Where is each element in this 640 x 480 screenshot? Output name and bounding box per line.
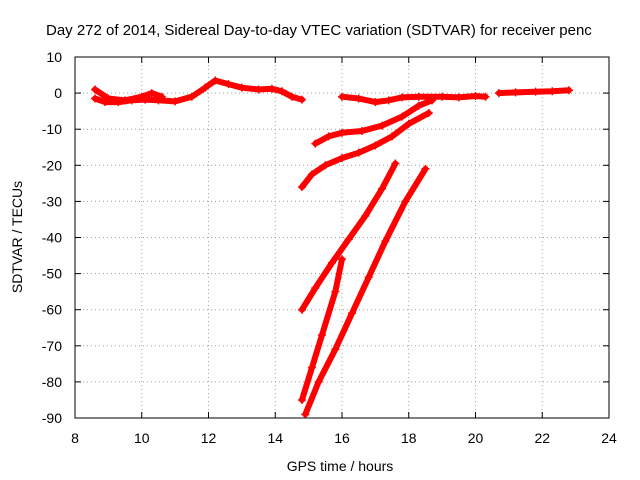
data-point [301, 410, 310, 419]
data-point [297, 395, 306, 404]
data-point [338, 255, 346, 264]
y-tick-label: -20 [42, 157, 62, 173]
data-point [201, 83, 210, 92]
x-tick-label: 20 [468, 430, 484, 446]
data-point [414, 92, 423, 101]
data-point [157, 92, 166, 101]
data-point [321, 161, 330, 170]
data-point [311, 284, 320, 293]
y-tick-label: -40 [42, 230, 62, 246]
chart-title: Day 272 of 2014, Sidereal Day-to-day VTE… [46, 22, 592, 39]
y-tick-label: -90 [42, 410, 62, 426]
data-point [307, 363, 316, 372]
x-tick-label: 8 [71, 430, 79, 446]
y-tick-label: 0 [54, 85, 62, 101]
data-point [354, 148, 363, 157]
data-point [401, 197, 410, 206]
series-line-sat-c [339, 93, 489, 106]
data-point [297, 305, 306, 314]
x-tick-label: 12 [201, 430, 217, 446]
y-tick-label: -80 [42, 374, 62, 390]
data-point [287, 92, 296, 101]
data-point [338, 128, 346, 137]
data-point [187, 92, 196, 101]
data-point [421, 164, 430, 173]
data-point [454, 93, 463, 102]
data-point [378, 121, 387, 130]
data-point [91, 94, 100, 103]
data-point [548, 87, 557, 96]
data-point [428, 96, 437, 105]
data-point [481, 92, 490, 101]
x-tick-label: 16 [334, 430, 350, 446]
data-point [331, 287, 340, 296]
data-point [391, 159, 400, 168]
x-tick-label: 22 [534, 430, 550, 446]
y-tick-label: 10 [46, 49, 62, 65]
data-point [317, 330, 326, 339]
series-group [91, 76, 573, 419]
x-tick-label: 10 [134, 430, 150, 446]
data-point [358, 127, 367, 136]
data-point [471, 91, 480, 100]
data-point [277, 87, 286, 96]
data-point [371, 141, 380, 150]
data-point [338, 154, 346, 163]
data-point [338, 92, 346, 101]
data-point [254, 85, 263, 94]
axis-ticks: 8 10 12 14 16 18 20 22 24 10 0 -10 -20 -30 -40 -50 -60 -7… [42, 49, 617, 446]
data-point [224, 80, 233, 89]
y-tick-label: -50 [42, 266, 62, 282]
x-tick-label: 14 [267, 430, 283, 446]
data-point [361, 211, 370, 220]
data-point [384, 96, 393, 105]
data-point [398, 93, 407, 102]
data-point [331, 345, 340, 354]
grid [75, 57, 609, 418]
data-point [564, 86, 573, 95]
data-point [237, 83, 246, 92]
data-point [297, 95, 306, 104]
x-tick-label: 24 [601, 430, 617, 446]
data-point [344, 235, 353, 244]
y-tick-label: -70 [42, 338, 62, 354]
data-point [311, 139, 320, 148]
data-point [511, 88, 520, 97]
data-point [381, 237, 390, 246]
data-point [324, 132, 333, 141]
data-point [267, 84, 276, 93]
data-point [404, 119, 413, 128]
x-tick-label: 18 [401, 430, 417, 446]
series-line-sat-i [302, 165, 429, 418]
data-point [388, 132, 397, 141]
data-point [531, 87, 540, 96]
data-point [398, 112, 407, 121]
data-point [211, 76, 220, 85]
data-point [171, 97, 180, 106]
data-point [494, 89, 503, 98]
y-tick-label: -30 [42, 193, 62, 209]
data-point [104, 94, 113, 103]
y-tick-label: -60 [42, 302, 62, 318]
x-axis-title: GPS time / hours [287, 458, 394, 474]
data-point [314, 377, 323, 386]
y-tick-label: -10 [42, 121, 62, 137]
data-point [348, 309, 357, 318]
data-point [147, 89, 156, 98]
data-point [307, 170, 316, 179]
data-point [364, 273, 373, 282]
data-point [424, 108, 433, 117]
data-point [438, 92, 447, 101]
y-axis-title: SDTVAR / TECUs [9, 181, 25, 293]
data-point [297, 182, 306, 191]
data-point [137, 92, 146, 101]
data-point [414, 101, 423, 110]
data-point [327, 258, 336, 267]
data-point [354, 94, 363, 103]
data-point [91, 85, 100, 94]
data-point [121, 96, 130, 105]
data-point [371, 98, 380, 107]
data-point [378, 184, 387, 193]
